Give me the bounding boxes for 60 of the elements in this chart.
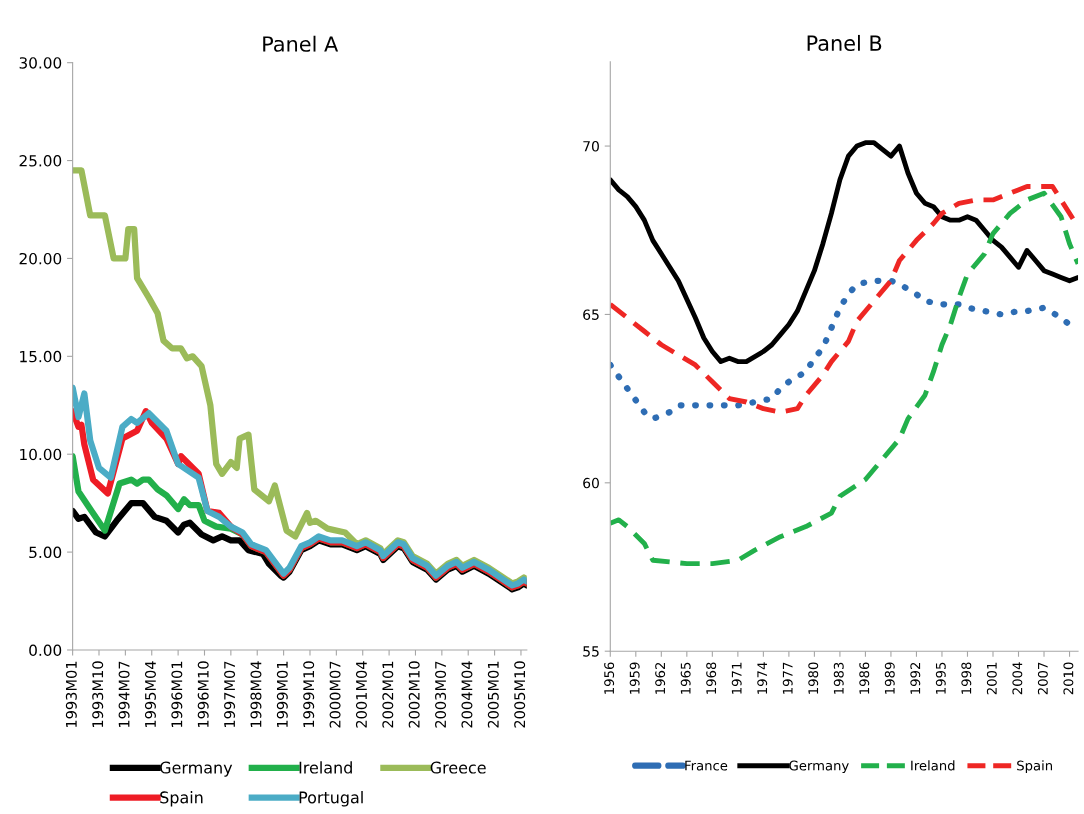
x-tick-label: 1994M07 bbox=[118, 661, 130, 728]
chart-title: Panel B bbox=[807, 34, 882, 52]
y-tick-label: 20.00 bbox=[19, 252, 62, 265]
x-tick-label: 1998M04 bbox=[250, 661, 262, 728]
y-tick-label: 55 bbox=[583, 646, 599, 657]
y-tick-label: 5.00 bbox=[29, 546, 62, 559]
x-tick-label: 1992 bbox=[910, 662, 921, 694]
x-tick-label: 1986 bbox=[859, 662, 870, 694]
x-tick-label: 2004 bbox=[1012, 662, 1023, 695]
x-tick-label: 2005M01 bbox=[487, 661, 499, 728]
x-tick-label: 1999M01 bbox=[276, 661, 288, 728]
chart-title: Panel A bbox=[263, 35, 339, 52]
x-tick-label: 2004M04 bbox=[461, 661, 473, 728]
x-tick-label: 1993M01 bbox=[65, 661, 77, 728]
x-tick-label: 2001 bbox=[986, 662, 997, 695]
legend-label: Ireland bbox=[911, 760, 955, 771]
legend-label: Ireland bbox=[299, 761, 352, 774]
x-tick-label: 1995M04 bbox=[144, 661, 156, 728]
x-tick-label: 1997M07 bbox=[224, 661, 236, 728]
x-tick-label: 2002M10 bbox=[408, 661, 420, 728]
x-tick-label: 1983 bbox=[833, 662, 844, 694]
y-tick-label: 65 bbox=[583, 309, 599, 320]
x-tick-label: 1962 bbox=[655, 662, 666, 694]
line-series bbox=[610, 190, 1079, 567]
y-tick-label: 15.00 bbox=[20, 350, 62, 363]
x-tick-label: 2000M07 bbox=[329, 661, 341, 728]
x-tick-label: 2007 bbox=[1037, 662, 1048, 695]
legend-label: Germany bbox=[160, 761, 233, 777]
x-tick-label: 1995 bbox=[935, 662, 946, 694]
x-tick-label: 1996M01 bbox=[171, 661, 183, 728]
y-tick-label: 70 bbox=[583, 141, 599, 152]
x-tick-label: 2002M01 bbox=[382, 661, 394, 728]
x-tick-label: 1989 bbox=[884, 662, 895, 694]
x-tick-label: 2010 bbox=[1063, 662, 1074, 695]
x-tick-label: 1974 bbox=[757, 662, 768, 694]
legend-label: Spain bbox=[1017, 760, 1052, 774]
x-tick-label: 2005M10 bbox=[514, 661, 526, 728]
x-tick-label: 1965 bbox=[680, 662, 691, 694]
x-tick-label: 1996M10 bbox=[197, 661, 209, 728]
legend-label: France bbox=[685, 760, 728, 771]
y-tick-label: 30.00 bbox=[19, 57, 62, 69]
y-tick-label: 0.00 bbox=[29, 644, 62, 656]
x-tick-label: 1971 bbox=[731, 662, 742, 694]
y-tick-label: 60 bbox=[583, 477, 599, 489]
legend-label: Germany bbox=[789, 760, 849, 774]
legend-label: Spain bbox=[160, 791, 203, 807]
x-tick-label: 1998 bbox=[961, 662, 972, 694]
x-tick-label: 1959 bbox=[629, 662, 640, 694]
x-tick-label: 1999M10 bbox=[303, 661, 315, 728]
line-series bbox=[610, 140, 1079, 365]
x-tick-label: 1980 bbox=[808, 662, 819, 694]
y-tick-label: 25.00 bbox=[19, 155, 62, 167]
x-tick-label: 1977 bbox=[782, 662, 793, 694]
legend-label: Portugal bbox=[299, 791, 363, 807]
x-tick-label: 1993M10 bbox=[92, 661, 104, 728]
y-tick-label: 10.00 bbox=[20, 448, 62, 461]
x-tick-label: 1956 bbox=[604, 662, 615, 694]
x-tick-label: 1968 bbox=[706, 662, 717, 694]
x-tick-label: 2001M04 bbox=[355, 661, 367, 728]
x-tick-label: 2003M07 bbox=[435, 661, 447, 728]
